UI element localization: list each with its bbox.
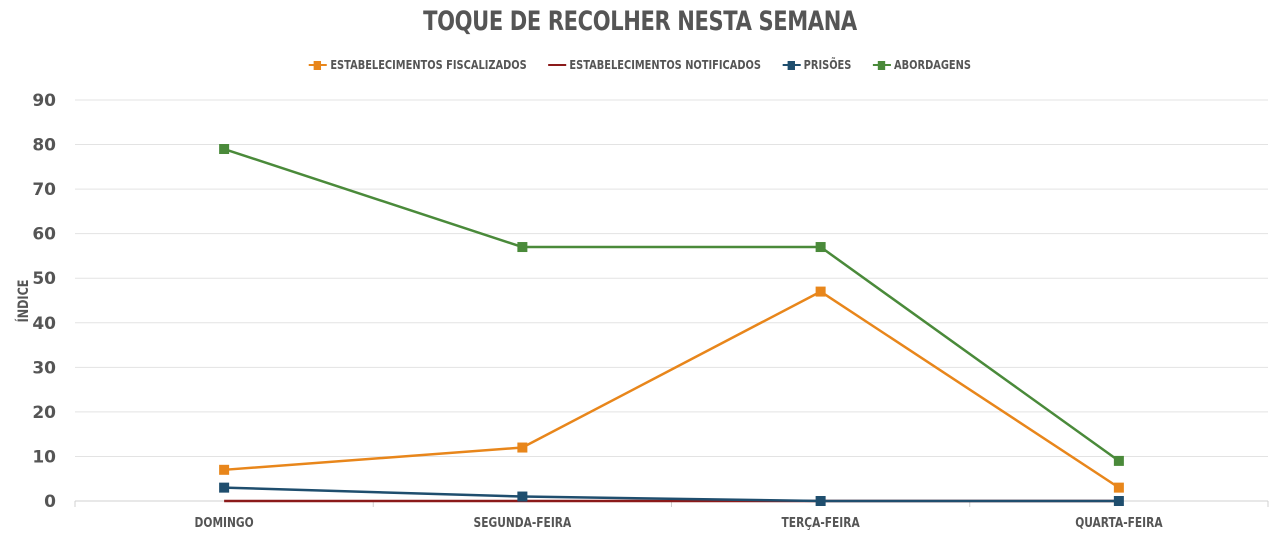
y-tick-label: 0 xyxy=(44,492,56,512)
series-group xyxy=(219,144,1124,506)
data-point[interactable] xyxy=(517,442,528,453)
legend-swatch-icon xyxy=(309,59,328,71)
legend-item-prisoes[interactable]: PRISÕES xyxy=(782,58,851,72)
x-tick-label: SEGUNDA-FEIRA xyxy=(474,515,572,530)
legend-label: ABORDAGENS xyxy=(894,58,971,72)
x-tick-label: QUARTA-FEIRA xyxy=(1075,515,1163,530)
y-tick-label: 10 xyxy=(32,447,56,467)
series-line xyxy=(223,147,1120,462)
data-point[interactable] xyxy=(1113,455,1124,466)
y-tick-label: 70 xyxy=(32,180,56,200)
series-0 xyxy=(219,286,1124,493)
legend-item-notificados[interactable]: ESTABELECIMENTOS NOTIFICADOS xyxy=(548,58,761,72)
legend-swatch-icon xyxy=(548,59,567,71)
legend-label: PRISÕES xyxy=(803,58,852,72)
series-line xyxy=(224,486,1119,503)
series-3 xyxy=(219,144,1124,466)
y-tick-label: 60 xyxy=(32,225,56,245)
legend-swatch-icon xyxy=(872,59,891,71)
y-tick-label: 30 xyxy=(32,358,56,378)
y-axis-label: ÍNDICE xyxy=(15,280,32,323)
x-tick-label: TERÇA-FEIRA xyxy=(782,515,861,530)
data-point[interactable] xyxy=(219,464,230,475)
legend-label: ESTABELECIMENTOS FISCALIZADOS xyxy=(330,58,527,72)
data-point[interactable] xyxy=(219,482,230,493)
series-2 xyxy=(219,482,1124,506)
y-tick-label: 80 xyxy=(32,136,56,156)
series-line xyxy=(224,290,1120,489)
data-point[interactable] xyxy=(815,242,826,253)
legend-item-abordagens[interactable]: ABORDAGENS xyxy=(872,58,971,72)
data-point[interactable] xyxy=(219,144,230,155)
legend-item-fiscalizados[interactable]: ESTABELECIMENTOS FISCALIZADOS xyxy=(309,58,527,72)
data-point[interactable] xyxy=(815,496,826,506)
chart-title: TOQUE DE RECOLHER NESTA SEMANA xyxy=(423,6,857,37)
chart-legend: ESTABELECIMENTOS FISCALIZADOS ESTABELECI… xyxy=(115,58,1165,72)
x-tick-label: DOMINGO xyxy=(195,515,254,530)
y-tick-label: 40 xyxy=(32,314,56,334)
legend-label: ESTABELECIMENTOS NOTIFICADOS xyxy=(569,58,762,72)
data-point[interactable] xyxy=(517,491,528,502)
gridlines xyxy=(75,99,1268,457)
legend-swatch-icon xyxy=(782,59,801,71)
data-point[interactable] xyxy=(1113,482,1124,493)
data-point[interactable] xyxy=(815,286,826,297)
y-tick-label: 20 xyxy=(32,403,56,423)
y-tick-label: 50 xyxy=(32,269,56,289)
data-point[interactable] xyxy=(517,242,528,253)
data-point[interactable] xyxy=(1113,496,1124,506)
y-tick-label: 90 xyxy=(32,91,56,111)
